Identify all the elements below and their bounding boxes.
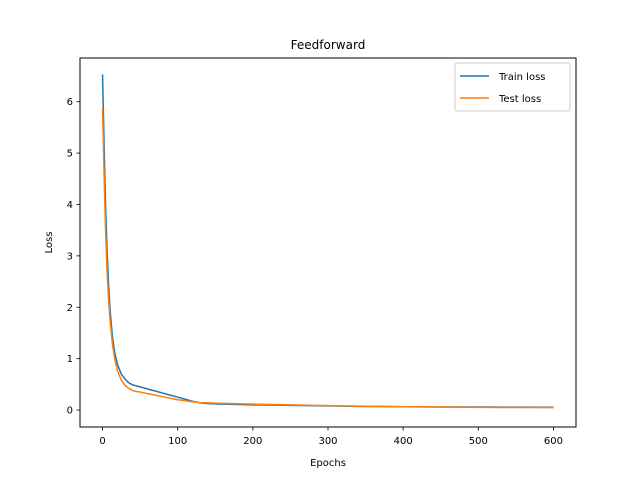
legend-box — [454, 62, 571, 112]
y-tick-label: 6 — [67, 97, 73, 108]
y-tick-label: 3 — [67, 251, 73, 262]
legend: Train loss Test loss — [454, 62, 571, 112]
x-tick-label: 200 — [243, 436, 262, 447]
x-tick-label: 300 — [318, 436, 337, 447]
y-tick-label: 2 — [67, 303, 73, 314]
x-tick-label: 500 — [469, 436, 488, 447]
y-tick-label: 4 — [67, 200, 73, 211]
y-axis-label: Loss — [44, 232, 55, 254]
y-tick-label: 0 — [67, 406, 73, 417]
y-tick-label: 1 — [67, 354, 73, 365]
x-tick-label: 100 — [168, 436, 187, 447]
x-axis-label: Epochs — [310, 458, 346, 469]
x-tick-label: 0 — [99, 436, 105, 447]
chart-title: Feedforward — [291, 38, 366, 52]
legend-label-test-loss: Test loss — [498, 94, 541, 105]
y-tick-label: 5 — [67, 149, 73, 160]
legend-label-train-loss: Train loss — [498, 72, 546, 83]
axis-ticks: 0 100 200 300 400 500 600 0 1 2 3 4 5 6 — [67, 97, 563, 447]
x-tick-label: 400 — [394, 436, 413, 447]
series-line-test-loss — [101, 107, 554, 409]
series-lines — [101, 74, 554, 409]
x-tick-label: 600 — [544, 436, 563, 447]
